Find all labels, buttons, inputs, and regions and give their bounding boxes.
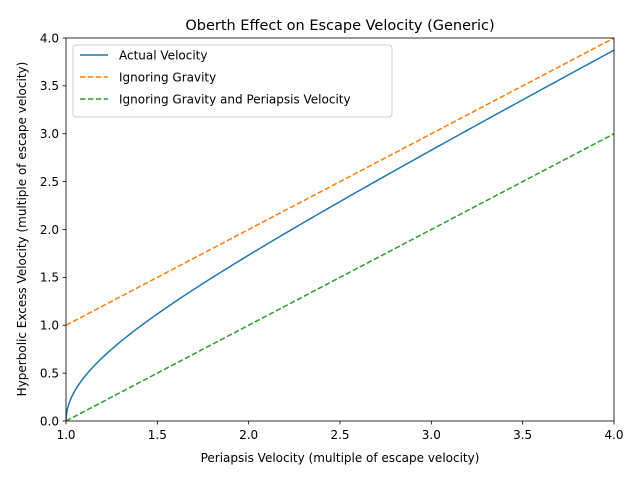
y-tick-label: 2.0 — [40, 223, 59, 237]
x-tick-label: 3.0 — [422, 428, 441, 442]
x-tick-label: 2.5 — [330, 428, 349, 442]
y-tick-label: 0.5 — [40, 366, 59, 380]
y-axis-label: Hyperbolic Excess Velocity (multiple of … — [15, 62, 29, 397]
x-tick-label: 3.5 — [513, 428, 532, 442]
legend-label-2: Ignoring Gravity — [119, 70, 216, 84]
x-tick-label: 1.0 — [56, 428, 75, 442]
y-tick-label: 3.0 — [40, 127, 59, 141]
x-tick-label: 4.0 — [604, 428, 623, 442]
y-tick-label: 2.5 — [40, 175, 59, 189]
series-line-1 — [66, 49, 614, 421]
y-tick-label: 0.0 — [40, 414, 59, 428]
legend: Actual Velocity Ignoring Gravity Ignoring … — [72, 44, 393, 118]
x-tick-label: 1.5 — [148, 428, 167, 442]
legend-label-1: Actual Velocity — [119, 48, 207, 62]
y-tick-label: 4.0 — [40, 31, 59, 45]
y-tick-label: 3.5 — [40, 79, 59, 93]
axes-layer: 1.0 1.5 2.0 2.5 3.0 3.5 4.0 0.0 0.5 1.0 1.5 2.0 2.5 3… — [40, 31, 624, 442]
series-line-2 — [66, 38, 614, 326]
chart-title: Oberth Effect on Escape Velocity (Generi… — [185, 18, 494, 34]
legend-box — [72, 44, 393, 118]
x-axis-label: Periapsis Velocity (multiple of escape v… — [201, 451, 480, 465]
x-tick-label: 2.0 — [239, 428, 258, 442]
series-layer — [66, 38, 614, 421]
legend-label-3: Ignoring Gravity and Periapsis Velocity — [119, 92, 351, 106]
y-tick-label: 1.5 — [40, 271, 59, 285]
series-line-3 — [66, 133, 614, 421]
y-tick-label: 1.0 — [40, 319, 59, 333]
